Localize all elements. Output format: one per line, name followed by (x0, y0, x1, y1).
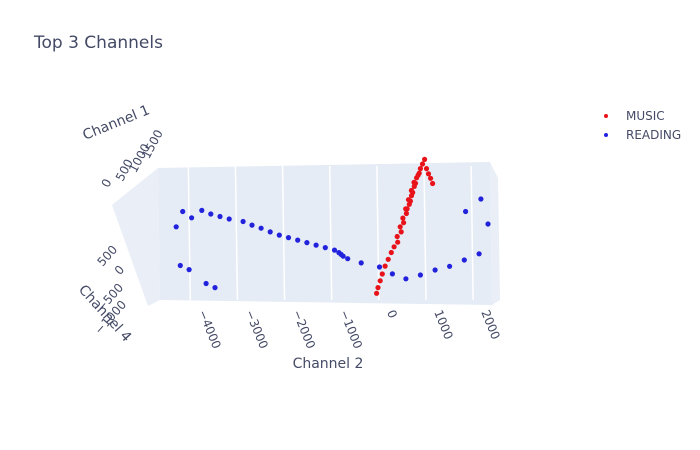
point-reading-21[interactable] (177, 262, 183, 269)
series-music[interactable] (374, 156, 436, 296)
gridline-x-5 (423, 165, 427, 301)
point-music-10[interactable] (403, 210, 409, 217)
point-music-27[interactable] (412, 180, 419, 186)
point-reading-23[interactable] (203, 280, 209, 287)
point-reading-9[interactable] (258, 225, 264, 231)
point-music-31[interactable] (422, 156, 428, 162)
point-reading-12[interactable] (285, 235, 292, 241)
gridline-x-0 (187, 165, 192, 301)
gridline-x-2 (281, 165, 286, 301)
point-music-22[interactable] (375, 285, 381, 291)
point-reading-13[interactable] (295, 237, 301, 243)
scene-floor (112, 162, 500, 306)
point-reading-3[interactable] (208, 211, 214, 217)
point-reading-1[interactable] (189, 215, 195, 221)
legend-item-reading[interactable]: READING (600, 125, 681, 144)
point-reading-31[interactable] (432, 267, 438, 273)
point-music-26[interactable] (410, 189, 416, 196)
point-music-8[interactable] (398, 229, 404, 235)
x-tick-label-2: −2000 (290, 308, 318, 351)
point-reading-2[interactable] (199, 207, 205, 213)
legend-marker-reading (604, 132, 608, 137)
legend-label-music: MUSIC (626, 108, 665, 123)
point-music-0[interactable] (394, 233, 400, 240)
point-reading-10[interactable] (267, 229, 273, 235)
point-reading-4[interactable] (217, 213, 223, 220)
legend-item-music[interactable]: MUSIC (600, 106, 681, 125)
point-music-28[interactable] (415, 172, 421, 178)
legend-marker-music (604, 113, 608, 118)
x-tick-label-3: −1000 (337, 308, 365, 351)
point-reading-33[interactable] (461, 257, 467, 263)
point-music-33[interactable] (425, 171, 432, 177)
point-reading-27[interactable] (376, 264, 383, 270)
point-reading-17[interactable] (331, 247, 338, 253)
point-music-23[interactable] (374, 290, 380, 296)
point-music-9[interactable] (401, 220, 407, 226)
gridline-x-1 (234, 165, 239, 301)
point-music-16[interactable] (391, 244, 397, 250)
y-tick-label-2: 0 (112, 263, 128, 278)
point-music-20[interactable] (379, 271, 385, 277)
point-music-21[interactable] (377, 278, 383, 284)
z-axis-title: Channel 1 (81, 102, 153, 143)
point-reading-6[interactable] (173, 224, 179, 230)
point-reading-34[interactable] (476, 251, 482, 257)
point-music-2[interactable] (400, 215, 406, 221)
point-reading-25[interactable] (345, 256, 351, 262)
x-tick-label-1: −3000 (243, 308, 271, 351)
chart-title: Top 3 Channels (34, 33, 163, 53)
x-tick-label-5: 1000 (431, 308, 455, 342)
point-reading-29[interactable] (403, 276, 409, 282)
point-music-25[interactable] (407, 198, 413, 204)
point-reading-35[interactable] (485, 221, 491, 227)
point-reading-5[interactable] (226, 216, 232, 222)
x-axis-title: Channel 2 (293, 356, 364, 372)
point-reading-0[interactable] (180, 208, 186, 215)
gridlines (187, 165, 474, 301)
point-reading-32[interactable] (447, 263, 453, 269)
point-music-30[interactable] (419, 161, 426, 167)
y-axis-title: Channel 4 (75, 282, 134, 345)
point-reading-22[interactable] (186, 267, 192, 273)
point-music-18[interactable] (385, 256, 391, 262)
point-reading-37[interactable] (463, 208, 469, 215)
series-reading[interactable] (173, 196, 491, 291)
point-music-34[interactable] (428, 175, 434, 181)
legend: MUSIC READING (600, 106, 681, 144)
point-music-24[interactable] (404, 206, 410, 212)
gridline-x-6 (470, 165, 474, 301)
plane-yz (112, 168, 160, 306)
legend-label-reading: READING (626, 127, 682, 142)
gridline-x-4 (376, 165, 380, 301)
point-reading-36[interactable] (478, 196, 484, 202)
point-reading-24[interactable] (212, 285, 218, 291)
point-reading-26[interactable] (358, 260, 364, 266)
gridline-x-3 (328, 165, 333, 301)
point-music-7[interactable] (395, 239, 401, 245)
x-tick-label-6: 2000 (478, 308, 502, 342)
point-music-1[interactable] (397, 224, 403, 230)
points-layer[interactable] (173, 156, 491, 296)
point-reading-7[interactable] (240, 218, 246, 225)
point-reading-30[interactable] (417, 272, 423, 278)
point-music-29[interactable] (417, 166, 423, 172)
point-reading-16[interactable] (322, 245, 328, 251)
point-music-32[interactable] (423, 166, 430, 172)
plane-xz (490, 162, 500, 305)
point-reading-8[interactable] (249, 222, 255, 228)
x-tick-label-4: 0 (384, 308, 400, 320)
point-reading-11[interactable] (276, 232, 282, 238)
point-reading-15[interactable] (313, 242, 319, 248)
z-tick-label-0: 0 (98, 176, 114, 189)
point-music-17[interactable] (388, 249, 394, 256)
point-reading-28[interactable] (389, 271, 395, 277)
point-reading-20[interactable] (340, 253, 346, 259)
point-reading-14[interactable] (304, 240, 310, 246)
point-music-19[interactable] (382, 263, 388, 269)
x-tick-labels: −4000 −3000 −2000 −1000 0 1000 2000 (196, 308, 503, 351)
point-music-35[interactable] (430, 180, 436, 187)
x-tick-label-0: −4000 (196, 308, 224, 351)
